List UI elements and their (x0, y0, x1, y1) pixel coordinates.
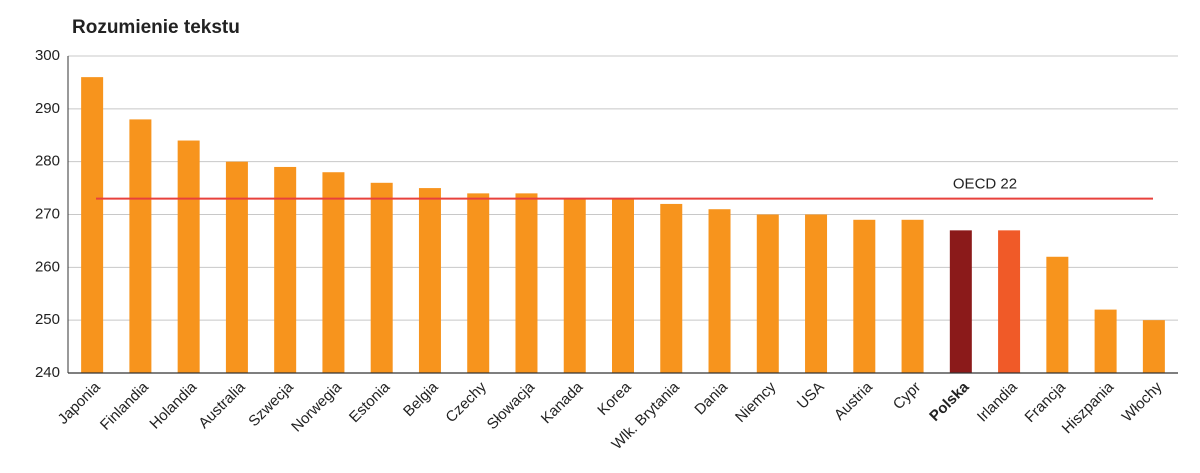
x-tick-label: Irlandia (974, 378, 1021, 425)
x-tick-label: USA (794, 379, 828, 413)
bar (129, 119, 152, 374)
chart-title: Rozumienie tekstu (72, 17, 240, 38)
bar (660, 203, 683, 373)
bar (322, 172, 345, 373)
bar (756, 214, 779, 373)
x-tick-label: Korea (594, 378, 635, 419)
x-tick-label: Francja (1022, 378, 1070, 426)
x-tick-label: Kanada (538, 378, 587, 427)
x-tick-label: Słowacja (484, 378, 539, 433)
bar (1094, 309, 1117, 373)
bar (805, 214, 828, 373)
y-tick-label: 300 (35, 47, 60, 64)
bar (418, 188, 441, 373)
y-tick-label: 260 (35, 258, 60, 275)
x-tick-label: Estonia (346, 378, 394, 426)
bar (274, 166, 297, 373)
y-tick-label: 240 (35, 364, 60, 381)
x-tick-label: Holandia (146, 378, 200, 432)
y-tick-label: 290 (35, 100, 60, 117)
bar (708, 209, 731, 373)
x-tick-label: Austria (831, 378, 876, 423)
bar (81, 77, 104, 373)
bar (177, 140, 200, 373)
bar (612, 198, 634, 373)
x-tick-label: Japonia (55, 378, 105, 428)
bar (998, 230, 1021, 373)
bar (853, 219, 876, 373)
y-tick-label: 250 (35, 311, 60, 328)
x-tick-label: Australia (195, 378, 249, 432)
bar (1046, 256, 1069, 373)
bar (370, 182, 393, 373)
x-tick-label: Polska (926, 378, 973, 425)
bar (563, 198, 586, 373)
x-tick-label: Niemcy (732, 378, 780, 426)
bar (515, 193, 538, 373)
x-tick-label: Czechy (442, 378, 490, 426)
bar (467, 193, 490, 373)
reference-label: OECD 22 (953, 176, 1017, 193)
x-tick-label: Belgia (400, 378, 442, 420)
x-tick-label: Hiszpania (1059, 378, 1118, 437)
bar (225, 161, 248, 373)
x-tick-label: Włochy (1119, 378, 1166, 425)
x-tick-label: Dania (691, 378, 731, 418)
x-tick-label: Norwegia (288, 378, 345, 435)
x-tick-label: Cypr (890, 379, 924, 413)
x-tick-label: Finlandia (97, 378, 153, 434)
bar (949, 230, 972, 373)
y-tick-label: 280 (35, 153, 60, 170)
y-tick-label: 270 (35, 205, 60, 222)
bar (901, 219, 924, 373)
bar (1142, 320, 1165, 373)
